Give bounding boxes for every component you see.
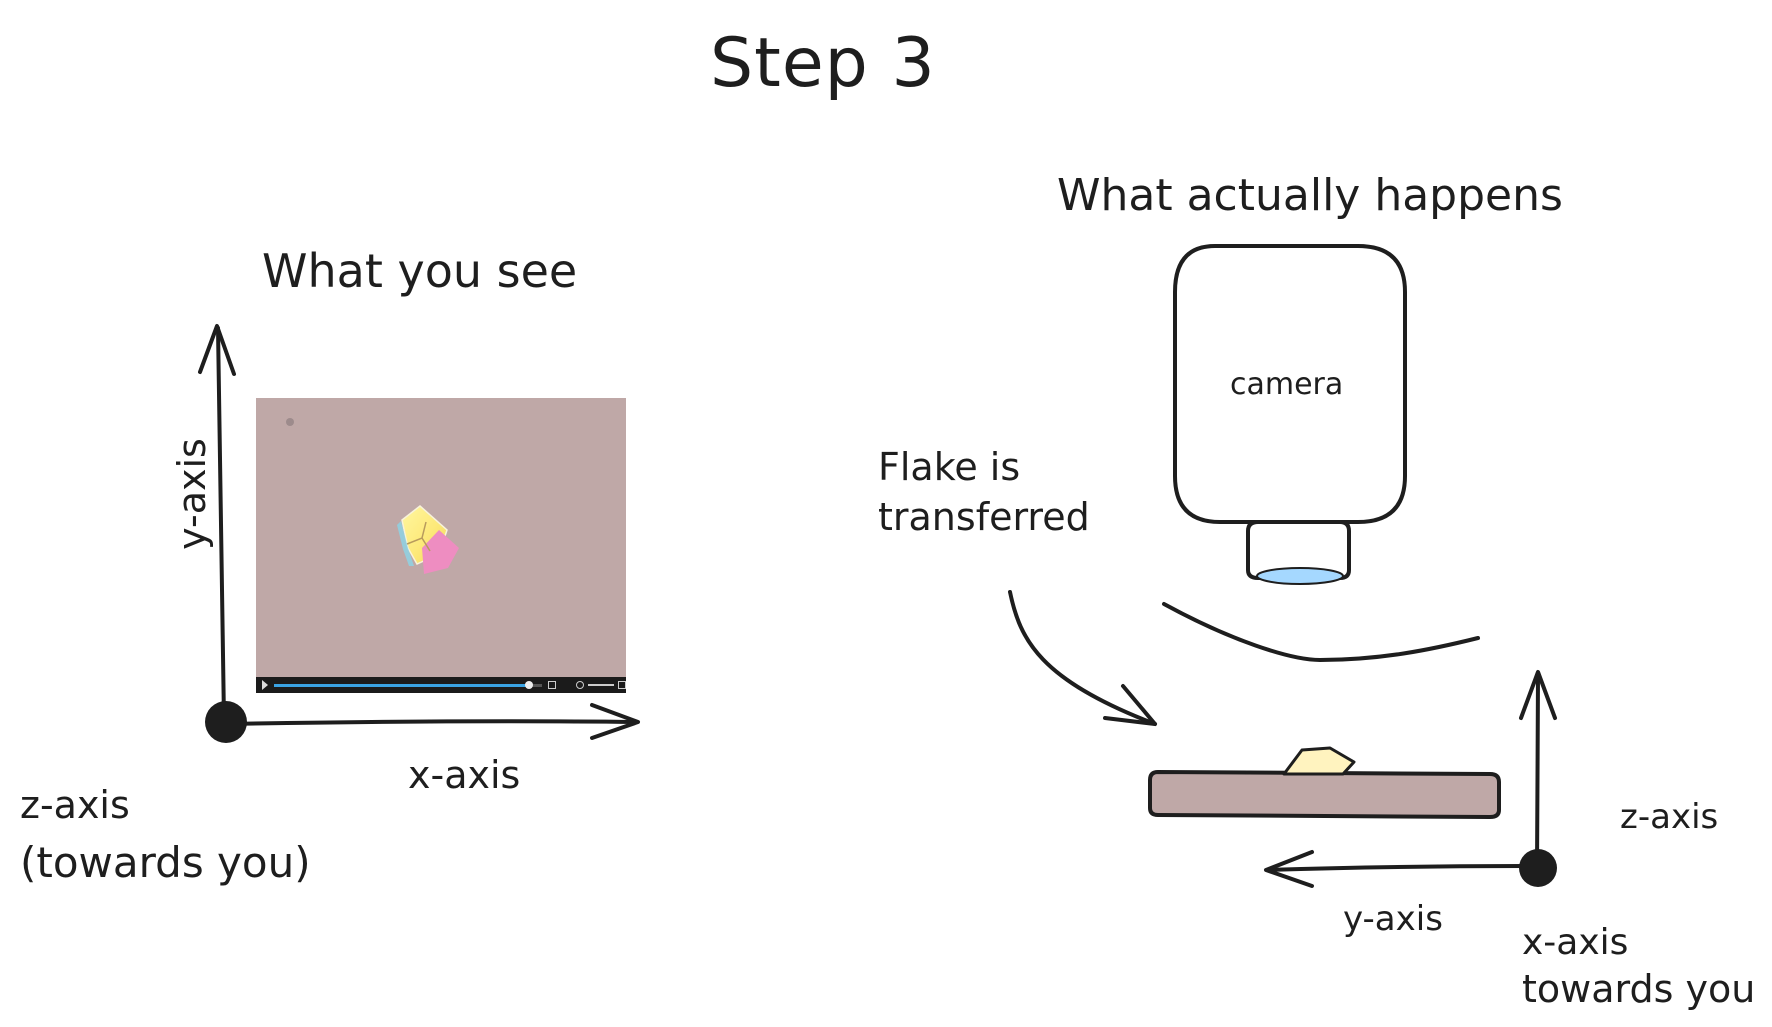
right-z-axis-line: [1535, 672, 1540, 870]
right-panel-heading: What actually happens: [1057, 170, 1563, 221]
right-x-axis-note: towards you: [1522, 967, 1756, 1011]
flake-pointer-arrow: [1008, 590, 1157, 726]
right-z-axis-arrowhead: [1519, 670, 1557, 720]
flake-note-line-1: Flake is: [878, 445, 1021, 489]
left-y-axis-label: y-axis: [170, 438, 214, 550]
dust-speck: [286, 418, 294, 426]
camera-body: [1173, 244, 1407, 524]
right-origin-dot: [1519, 849, 1557, 887]
play-icon[interactable]: [262, 680, 268, 690]
video-progress-fill: [274, 684, 529, 687]
flake-image: [397, 505, 459, 574]
flake-cyan-edge: [397, 521, 414, 566]
left-panel-heading: What you see: [262, 244, 578, 298]
right-z-axis-label: z-axis: [1620, 797, 1719, 837]
camera-lens: [1256, 567, 1344, 585]
video-seek-handle[interactable]: [524, 681, 533, 689]
volume-slider[interactable]: [588, 684, 614, 686]
left-x-axis-arrowhead: [590, 703, 640, 740]
right-y-axis-arrowhead: [1264, 850, 1314, 888]
video-controls-bar: [256, 677, 626, 693]
right-x-axis-label: x-axis: [1522, 922, 1629, 963]
left-x-axis-label: x-axis: [408, 753, 521, 797]
right-y-axis-line: [1266, 864, 1538, 872]
camera-label: camera: [1230, 367, 1344, 402]
page-title: Step 3: [710, 24, 936, 103]
left-z-axis-label: z-axis: [20, 783, 130, 827]
video-seek-bar[interactable]: [274, 681, 542, 689]
flake-note-line-2: transferred: [878, 495, 1090, 539]
captions-icon[interactable]: [548, 681, 556, 689]
left-z-axis-note: (towards you): [20, 838, 311, 887]
left-x-axis-line: [224, 719, 638, 726]
left-y-axis-arrowhead: [198, 324, 236, 376]
substrate-slab: [1148, 769, 1501, 820]
transferred-flake: [1282, 746, 1356, 776]
flake-pointer-arrowhead: [1103, 684, 1157, 726]
volume-icon[interactable]: [576, 681, 584, 689]
microscope-video-still: [256, 398, 626, 693]
flake-crack-lines: [406, 521, 431, 552]
right-y-axis-label: y-axis: [1343, 899, 1443, 939]
flake-pink-region: [422, 530, 459, 574]
fullscreen-icon[interactable]: [618, 681, 626, 689]
left-origin-dot: [205, 701, 247, 743]
transfer-stamp-curve: [1162, 602, 1480, 662]
left-y-axis-line: [216, 326, 226, 722]
